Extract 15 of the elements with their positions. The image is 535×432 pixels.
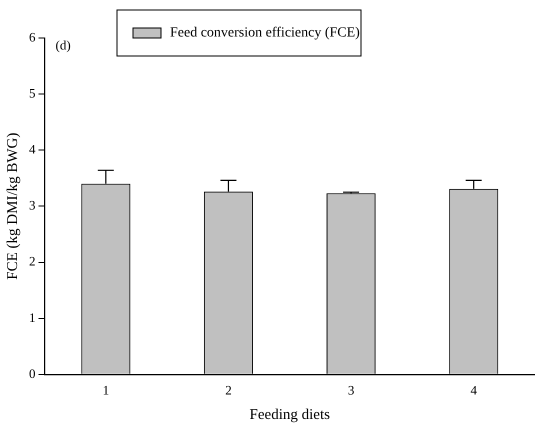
x-axis-title: Feeding diets xyxy=(250,406,330,423)
x-tick-label: 3 xyxy=(348,382,354,398)
y-axis-title: FCE (kg DMI/kg BWG) xyxy=(4,132,21,280)
annotation: (d) xyxy=(56,37,71,52)
x-tick-label: 1 xyxy=(102,382,110,398)
x-tick-label: 4 xyxy=(470,382,478,398)
y-tick-label: 2 xyxy=(29,254,36,269)
x-tick-label: 2 xyxy=(225,382,232,398)
legend-label: Feed conversion efficiency (FCE) xyxy=(170,26,360,41)
y-tick-label: 6 xyxy=(29,29,36,44)
y-tick-label: 1 xyxy=(29,310,36,325)
y-tick-label: 5 xyxy=(29,85,36,100)
y-tick-label: 4 xyxy=(29,142,36,157)
y-tick-label: 3 xyxy=(29,198,36,213)
y-tick-label: 0 xyxy=(29,366,36,381)
